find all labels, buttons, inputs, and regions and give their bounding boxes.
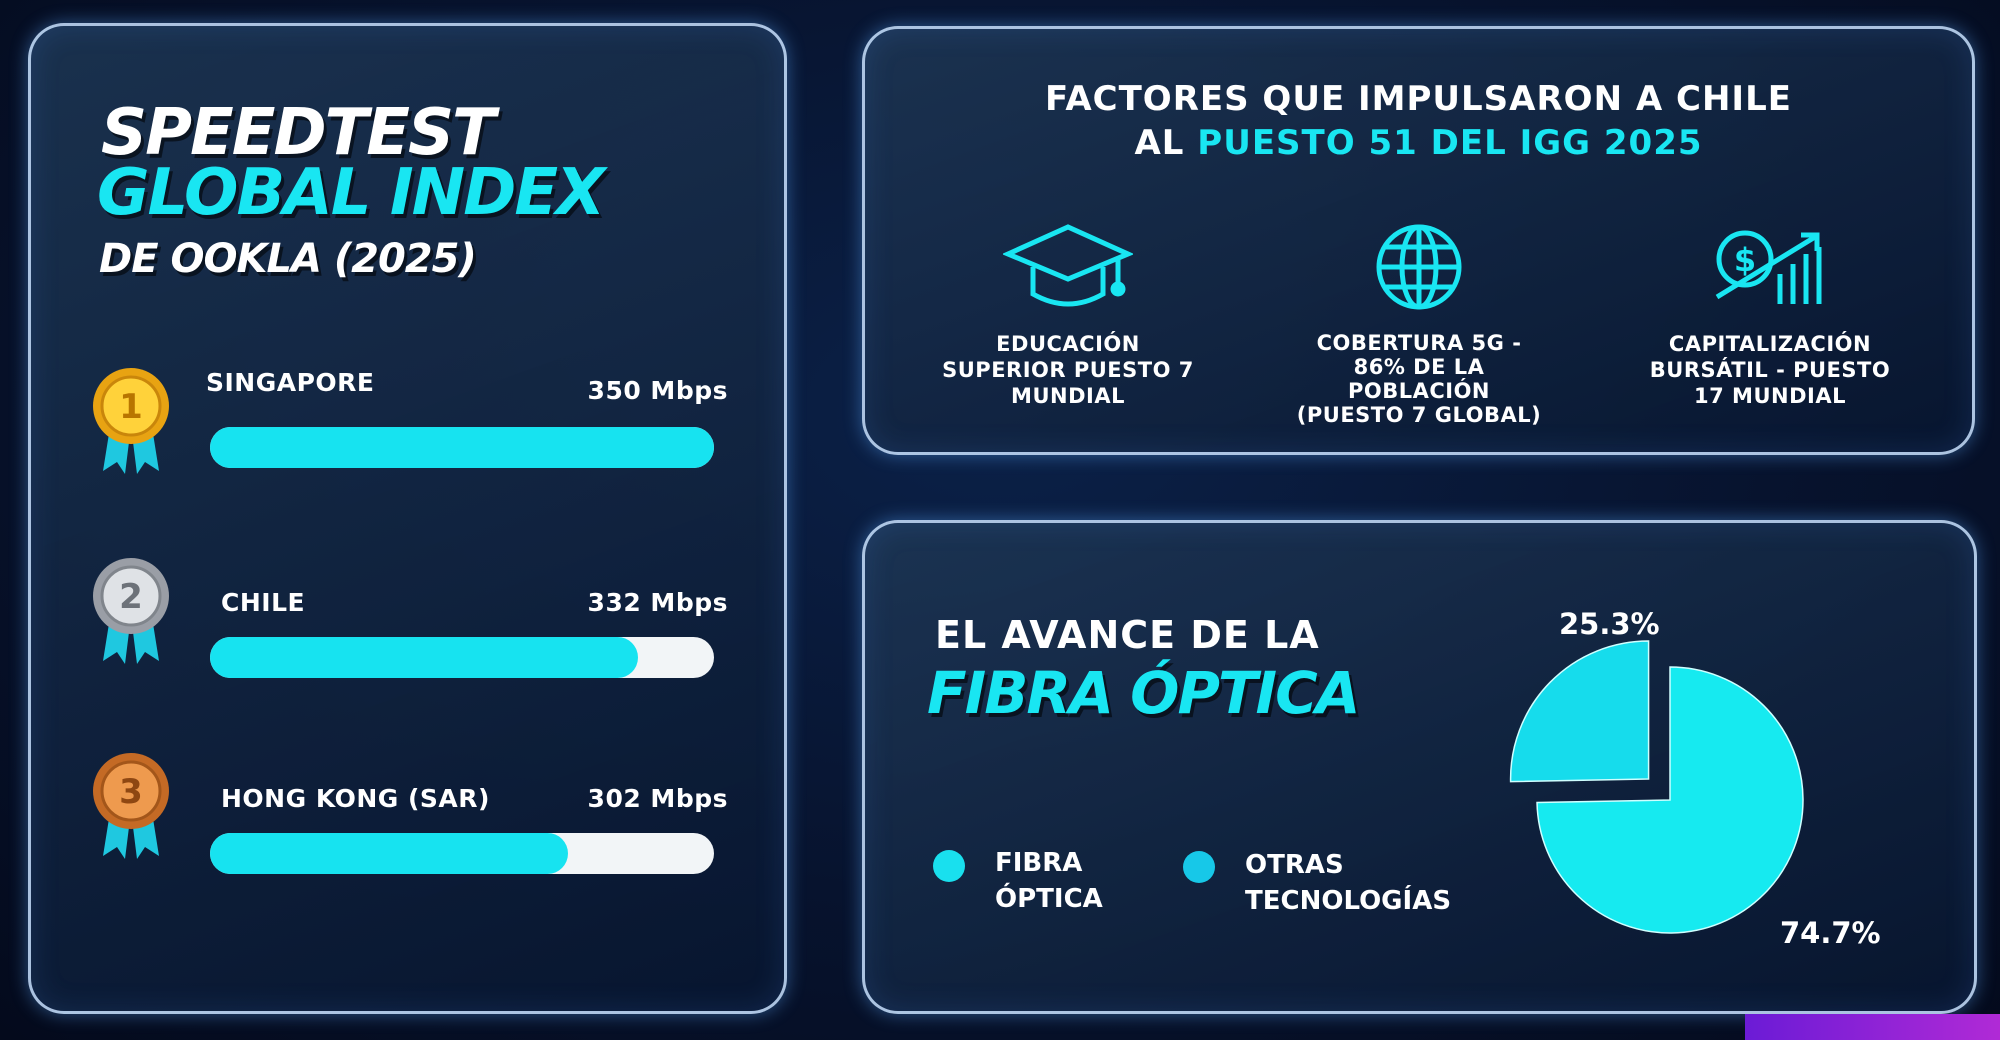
caption-line: COBERTURA 5G - [1316,331,1522,355]
svg-text:1: 1 [119,387,143,427]
title-ookla: DE OOKLA (2025) [99,236,477,282]
pie-slice-fibra-optica [1536,666,1804,934]
legend-swatch-otras [1183,851,1215,883]
title-prefix: AL [1134,123,1198,163]
svg-text:2: 2 [119,577,143,617]
title-highlight: PUESTO 51 DEL IGG 2025 [1197,123,1703,163]
speedtest-ranking-card: SPEEDTEST GLOBAL INDEX DE OOKLA (2025) 1… [28,23,787,1014]
speed-bar-fill [210,427,714,468]
bronze-medal-icon: 3 [93,753,169,859]
svg-text:3: 3 [119,772,143,812]
pie-label-fibra: 74.7% [1780,916,1881,950]
speed-bar [210,637,714,678]
factor-5g-coverage: COBERTURA 5G -86% DE LA POBLACIÓN (PUESTO … [1269,331,1569,427]
title-speedtest: SPEEDTEST [101,96,496,170]
caption-line: CAPITALIZACIÓN [1668,332,1872,356]
gold-medal-icon: 1 [93,368,169,474]
factors-title-line1: FACTORES QUE IMPULSARON A CHILE [1045,79,1792,119]
caption-line: BURSÁTIL - PUESTO [1649,358,1891,382]
country-label: HONG KONG (SAR) [221,784,490,813]
chart-title-line2: FIBRA ÓPTICA [927,659,1361,727]
speed-bar-fill [210,637,639,678]
silver-medal-icon: 2 [93,558,169,664]
legend-line: OTRAS [1245,850,1344,880]
title-global-index: GLOBAL INDEX [97,156,605,230]
factors-title-line2: AL PUESTO 51 DEL IGG 2025 [865,123,1972,163]
country-label: SINGAPORE [206,368,375,397]
caption-line: EDUCACIÓN [996,332,1140,356]
globe-icon [1376,224,1462,310]
graduation-cap-icon [1003,224,1133,307]
legend-swatch-fibra [933,850,965,882]
caption-line: 86% DE LA [1353,355,1485,379]
legend-label-otras: OTRAS TECNOLOGÍAS [1245,847,1451,919]
legend-line: FIBRA [995,848,1083,878]
factor-market-cap: CAPITALIZACIÓN BURSÁTIL - PUESTO 17 MUNDIA… [1620,331,1920,409]
svg-text:$: $ [1734,241,1756,279]
factors-card: FACTORES QUE IMPULSARON A CHILE AL PUEST… [862,26,1975,455]
country-label: CHILE [221,588,306,617]
speed-bar [210,427,714,468]
legend-line: ÓPTICA [995,884,1103,914]
speed-value: 332 Mbps [587,588,728,617]
speed-bar [210,833,714,874]
pie-slice-otras-tecnologias [1509,640,1650,783]
speed-value: 350 Mbps [587,376,728,405]
chart-title-line1: EL AVANCE DE LA [935,613,1320,657]
caption-line: POBLACIÓN [1347,379,1491,403]
money-growth-chart-icon: $ [1715,230,1822,304]
pie-chart: 25.3% 74.7% [1509,607,1881,950]
caption-line: (PUESTO 7 GLOBAL) [1296,403,1542,427]
pie-label-otras: 25.3% [1559,607,1660,641]
speed-value: 302 Mbps [587,784,728,813]
legend-label-fibra: FIBRA ÓPTICA [995,845,1103,917]
factor-education: EDUCACIÓN SUPERIOR PUESTO 7 MUNDIAL [918,331,1218,409]
caption-line: 17 MUNDIAL [1694,384,1846,408]
decorative-purple-bar [1745,1014,2000,1040]
legend-line: TECNOLOGÍAS [1245,886,1452,916]
speed-bar-fill [210,833,568,874]
caption-line: MUNDIAL [1011,384,1125,408]
caption-line: SUPERIOR PUESTO 7 [942,358,1194,382]
fiber-chart-card: EL AVANCE DE LA FIBRA ÓPTICA FIBRA ÓPTICA… [862,520,1977,1014]
